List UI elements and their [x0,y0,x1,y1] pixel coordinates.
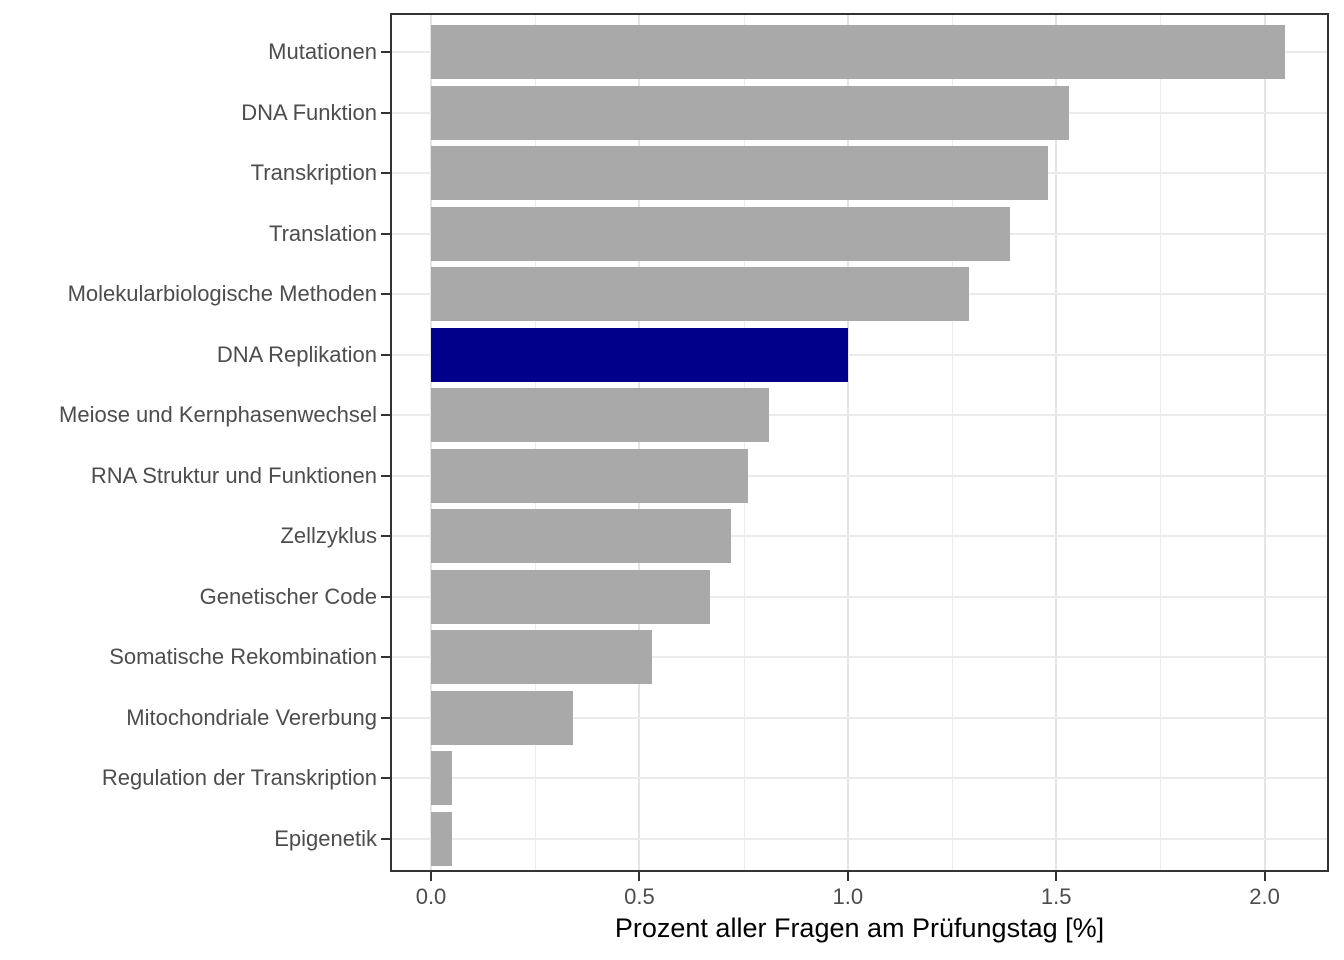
bar-rna-struktur-und-funktionen [431,448,748,503]
x-axis-tick [430,872,432,881]
x-major-gridline [638,15,641,870]
bar-zellzyklus [431,509,732,563]
plot-panel [390,13,1329,872]
category-label: Somatische Rekombination [109,644,377,669]
y-major-gridline [392,535,1327,537]
y-axis-tick [381,837,390,840]
x-axis-title: Prozent aller Fragen am Prüfungstag [%] [614,913,1105,943]
x-major-gridline [1263,15,1266,870]
x-major-gridline [846,15,849,870]
category-label: RNA Struktur und Funktionen [90,462,377,488]
x-minor-gridline [535,15,537,870]
bar-mitochondriale-vererbung [431,690,573,745]
category-label: Mitochondriale Vererbung [126,704,377,730]
bar-dna-replikation [431,327,848,382]
bar-regulation-der-transkription [431,751,452,805]
y-major-gridline [392,474,1327,477]
x-minor-gridline [1160,15,1162,870]
y-axis-tick [381,474,390,477]
bar-somatische-rekombination [431,630,652,684]
bar-mutationen [431,25,1286,79]
y-axis-tick [381,656,390,658]
x-tick-label: 1.5 [1040,884,1072,909]
bar-transkription [431,146,1048,200]
y-axis-tick [381,595,390,598]
bar-translation [431,206,1011,261]
category-label: Mutationen [268,39,377,64]
x-tick-label: 2.0 [1249,884,1280,909]
y-axis-tick [381,51,390,53]
y-axis-tick [381,716,390,719]
x-axis-tick [1263,872,1266,881]
x-axis-tick [1055,872,1058,881]
x-axis-tick [638,872,641,881]
category-label: Genetischer Code [199,583,377,609]
x-tick-label: 1.0 [832,884,864,909]
x-tick-label: 0.5 [624,884,655,909]
bar-molekularbiologische-methoden [431,267,969,321]
y-major-gridline [392,837,1327,840]
y-major-gridline [392,414,1327,416]
y-axis-tick [381,535,390,537]
bar-genetischer-code [431,569,711,624]
x-minor-gridline [952,15,953,870]
y-axis-tick [381,777,390,779]
y-major-gridline [392,716,1327,719]
y-axis-tick [381,232,390,235]
category-label: Meiose und Kernphasenwechsel [59,402,377,427]
y-major-gridline [392,656,1327,658]
y-axis-tick [381,172,390,174]
bar-meiose-und-kernphasenwechsel [431,388,769,442]
category-label: DNA Funktion [241,99,377,125]
y-axis-tick [381,353,390,356]
y-axis-tick [381,414,390,416]
y-axis-tick [381,293,390,295]
category-label: Regulation der Transkription [101,765,377,790]
category-label: Molekularbiologische Methoden [67,281,377,306]
x-minor-gridline [743,15,745,870]
y-major-gridline [392,777,1327,779]
x-tick-label: 0.0 [415,884,447,909]
x-major-gridline [1055,15,1058,870]
bar-dna-funktion [431,85,1069,140]
y-major-gridline [392,353,1327,356]
y-major-gridline [392,595,1327,598]
category-label: Translation [268,220,377,246]
x-major-gridline [430,15,432,870]
category-label: Epigenetik [274,825,377,851]
category-label: DNA Replikation [216,341,377,367]
x-axis-tick [846,872,849,881]
category-label: Transkription [250,160,377,185]
y-axis-tick [381,111,390,114]
category-label: Zellzyklus [280,523,377,548]
bar-epigenetik [431,811,452,866]
